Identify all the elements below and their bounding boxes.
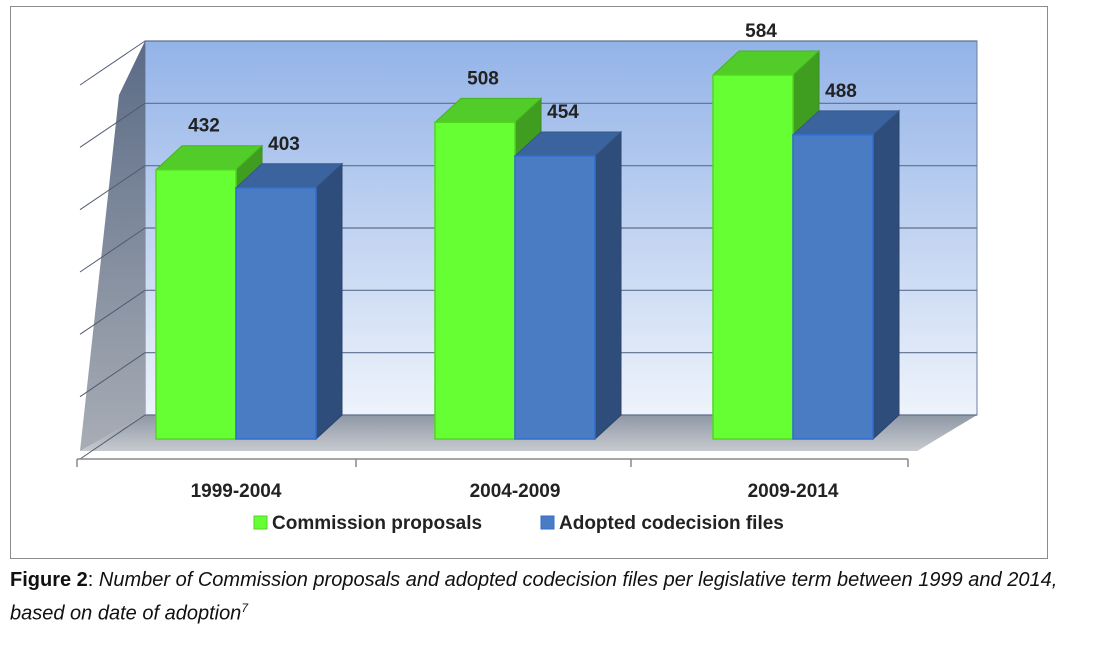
data-label: 403	[268, 134, 300, 155]
legend-swatch	[253, 515, 268, 530]
data-label: 488	[825, 81, 857, 102]
figure-caption: Figure 2: Number of Commission proposals…	[10, 566, 1090, 628]
bar-side	[872, 109, 900, 441]
bar	[712, 74, 794, 440]
side-gridline	[79, 227, 146, 273]
bar	[792, 134, 874, 440]
caption-label: Figure 2	[10, 569, 88, 591]
bar	[514, 155, 596, 440]
side-wall	[80, 41, 145, 451]
bar-chart: 432 403 1999-2004 508 454 2004-2009 584 488 2009…	[76, 21, 978, 534]
side-gridline	[79, 102, 146, 148]
bar	[155, 168, 237, 440]
data-label: 432	[188, 116, 220, 137]
bar	[434, 121, 516, 440]
data-label: 584	[745, 21, 777, 42]
caption-text: Number of Commission proposals and adopt…	[10, 569, 1058, 625]
caption-footnote: 7	[241, 601, 248, 615]
bar-side	[315, 162, 343, 441]
legend-label: Adopted codecision files	[559, 513, 784, 534]
side-gridline	[79, 165, 146, 211]
legend-label: Commission proposals	[272, 513, 482, 534]
caption-separator: :	[87, 569, 99, 591]
x-tick-label: 2009-2014	[748, 481, 839, 502]
data-label: 508	[467, 68, 499, 89]
side-gridline	[79, 414, 146, 460]
legend-swatch	[540, 515, 555, 530]
side-gridline	[79, 289, 146, 335]
bar-side	[594, 130, 622, 441]
data-label: 454	[547, 102, 579, 123]
x-tick-label: 1999-2004	[191, 481, 282, 502]
side-gridline	[79, 40, 146, 86]
x-tick-label: 2004-2009	[470, 481, 561, 502]
bar	[235, 187, 317, 440]
chart-frame: 432 403 1999-2004 508 454 2004-2009 584 488 2009…	[10, 6, 1048, 559]
side-gridline	[79, 352, 146, 398]
